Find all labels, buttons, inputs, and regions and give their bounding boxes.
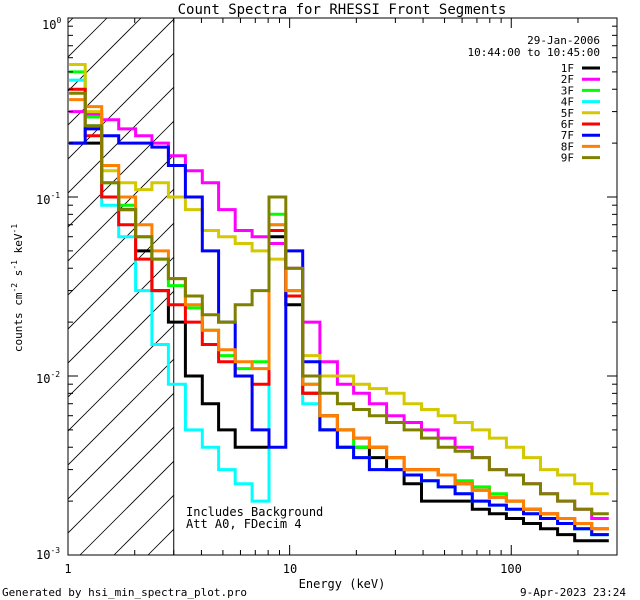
- hatch-line: [68, 222, 174, 330]
- footer-generated-by: Generated by hsi_min_spectra_plot.pro: [2, 586, 247, 599]
- series-line-7F: [69, 127, 609, 537]
- annotation-background: Includes Background: [186, 505, 323, 519]
- series-line-5F: [69, 63, 609, 496]
- series-line-9F: [69, 91, 609, 516]
- x-tick-label-10: 10: [283, 562, 297, 576]
- hatch-line: [68, 392, 174, 500]
- legend-label-3F: 3F: [561, 84, 574, 97]
- date-label: 29-Jan-2006: [527, 34, 600, 47]
- legend-label-7F: 7F: [561, 129, 574, 142]
- legend-label-4F: 4F: [561, 96, 574, 109]
- plot-frame: [67, 17, 618, 556]
- y-axis-label: counts cm-2 s-1 keV-1: [10, 224, 25, 352]
- hatch-line: [68, 86, 174, 194]
- annotation-attenuator: Att A0, FDecim 4: [186, 517, 302, 531]
- axis-ticks: [67, 17, 618, 556]
- legend-label-9F: 9F: [561, 152, 574, 165]
- hatch-line: [68, 52, 174, 160]
- hatch-line: [79, 460, 174, 555]
- hatch-line: [68, 426, 174, 534]
- chart-title: Count Spectra for RHESSI Front Segments: [178, 2, 507, 18]
- legend-label-2F: 2F: [561, 73, 574, 86]
- legend-label-5F: 5F: [561, 107, 574, 120]
- legend-label-8F: 8F: [561, 140, 574, 153]
- time-range-label: 10:44:00 to 10:45:00: [468, 46, 600, 59]
- x-tick-label-100: 100: [500, 562, 522, 576]
- x-tick-label-1: 1: [64, 562, 71, 576]
- x-axis-label: Energy (keV): [299, 577, 386, 591]
- y-tick-label-0: 100: [42, 16, 61, 32]
- y-tick-label-2: 10-2: [36, 370, 60, 386]
- legend-label-6F: 6F: [561, 118, 574, 131]
- series-layer: [69, 63, 609, 543]
- legend-label-1F: 1F: [561, 62, 574, 75]
- footer-timestamp: 9-Apr-2023 23:24: [520, 586, 626, 599]
- y-tick-label-1: 10-1: [36, 191, 60, 207]
- series-line-8F: [69, 98, 609, 531]
- y-tick-label-3: 10-3: [36, 546, 60, 562]
- hatch-line: [68, 256, 174, 364]
- hatch-line: [68, 188, 174, 296]
